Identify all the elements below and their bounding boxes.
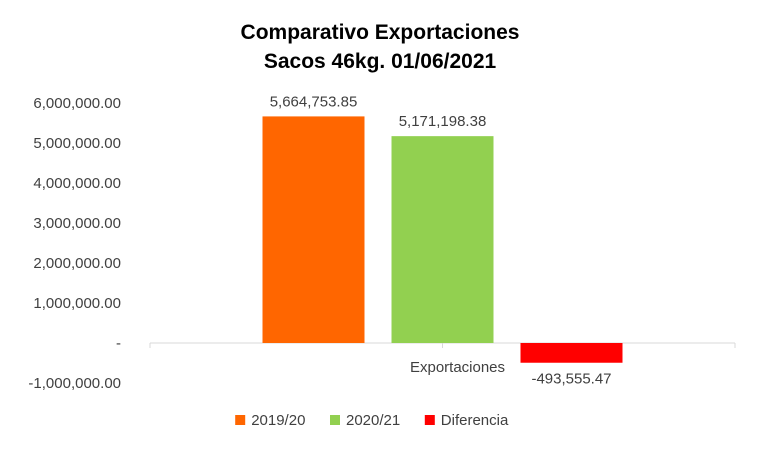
legend-swatch-2019-20 [235,415,246,425]
chart-title: Comparativo Exportaciones Sacos 46kg. 01… [241,21,520,73]
y-tick-label: 1,000,000.00 [33,295,121,312]
data-label: -493,555.47 [531,371,611,388]
data-label: 5,664,753.85 [270,93,358,110]
bar-2019-20 [262,116,365,343]
y-tick-label: 5,000,000.00 [33,135,121,152]
y-tick-label: - [116,335,121,352]
chart-title-line-2: Sacos 46kg. 01/06/2021 [264,50,497,73]
x-category-label: Exportaciones [410,359,505,376]
legend-label-diferencia: Diferencia [441,412,509,429]
legend-swatch-diferencia [424,415,435,425]
y-tick-label: 6,000,000.00 [33,95,121,112]
data-label: 5,171,198.38 [399,113,487,130]
legend-label-2020-21: 2020/21 [346,412,400,429]
y-tick-label: 4,000,000.00 [33,175,121,192]
y-tick-label: -1,000,000.00 [28,375,121,392]
plot-area: 5,664,753.85 5,171,198.38 -493,555.47 Expor… [149,93,736,388]
legend-swatch-2020-21 [330,415,340,425]
bar-diferencia [520,343,623,363]
bar-2020-21 [391,136,494,343]
y-axis: 6,000,000.00 5,000,000.00 4,000,000.00 3,00… [28,95,121,392]
legend: 2019/20 2020/21 Diferencia [235,412,509,429]
y-tick-label: 2,000,000.00 [33,255,121,272]
y-tick-label: 3,000,000.00 [33,215,121,232]
chart-title-line-1: Comparativo Exportaciones [241,21,520,44]
legend-label-2019-20: 2019/20 [251,412,305,429]
